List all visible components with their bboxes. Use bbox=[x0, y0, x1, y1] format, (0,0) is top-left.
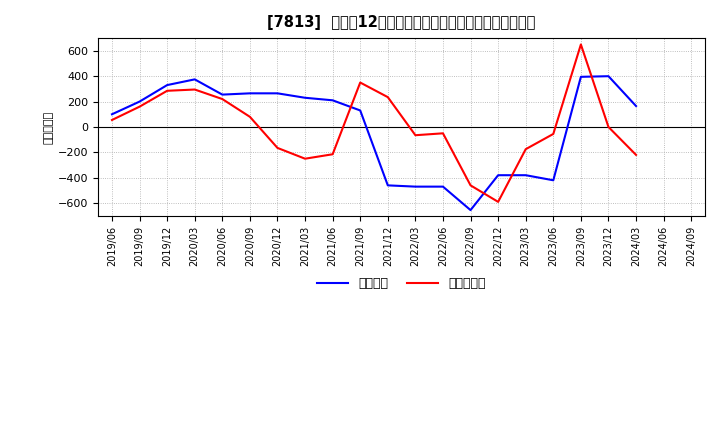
経常利益 bbox=[356, 108, 364, 113]
当期純利益 bbox=[521, 147, 530, 152]
当期純利益 bbox=[273, 145, 282, 150]
当期純利益 bbox=[246, 114, 254, 119]
当期純利益 bbox=[384, 95, 392, 100]
経常利益 bbox=[328, 98, 337, 103]
当期純利益 bbox=[163, 88, 171, 93]
当期純利益 bbox=[135, 104, 144, 109]
経常利益 bbox=[190, 77, 199, 82]
Y-axis label: （百万円）: （百万円） bbox=[44, 110, 54, 143]
経常利益 bbox=[494, 172, 503, 178]
当期純利益 bbox=[328, 152, 337, 157]
当期純利益 bbox=[438, 131, 447, 136]
当期純利益 bbox=[549, 131, 557, 136]
Line: 当期純利益: 当期純利益 bbox=[112, 44, 636, 202]
当期純利益 bbox=[218, 96, 227, 102]
Line: 経常利益: 経常利益 bbox=[112, 76, 636, 210]
Legend: 経常利益, 当期純利益: 経常利益, 当期純利益 bbox=[312, 272, 491, 295]
当期純利益 bbox=[577, 42, 585, 47]
当期純利益 bbox=[411, 132, 420, 138]
当期純利益 bbox=[356, 80, 364, 85]
経常利益 bbox=[135, 99, 144, 104]
経常利益 bbox=[384, 183, 392, 188]
経常利益 bbox=[273, 91, 282, 96]
当期純利益 bbox=[494, 199, 503, 205]
経常利益 bbox=[246, 91, 254, 96]
経常利益 bbox=[218, 92, 227, 97]
経常利益 bbox=[467, 208, 475, 213]
経常利益 bbox=[631, 103, 640, 109]
経常利益 bbox=[301, 95, 310, 100]
当期純利益 bbox=[631, 152, 640, 158]
経常利益 bbox=[163, 82, 171, 88]
経常利益 bbox=[411, 184, 420, 189]
当期純利益 bbox=[604, 125, 613, 130]
当期純利益 bbox=[108, 117, 117, 123]
経常利益 bbox=[438, 184, 447, 189]
経常利益 bbox=[521, 172, 530, 178]
経常利益 bbox=[549, 178, 557, 183]
経常利益 bbox=[577, 74, 585, 80]
Title: [7813]  利益の12か月移動合計の対前年同期増減額の推移: [7813] 利益の12か月移動合計の対前年同期増減額の推移 bbox=[267, 15, 536, 30]
当期純利益 bbox=[467, 183, 475, 188]
経常利益 bbox=[604, 73, 613, 79]
当期純利益 bbox=[301, 156, 310, 161]
経常利益 bbox=[108, 112, 117, 117]
当期純利益 bbox=[190, 87, 199, 92]
